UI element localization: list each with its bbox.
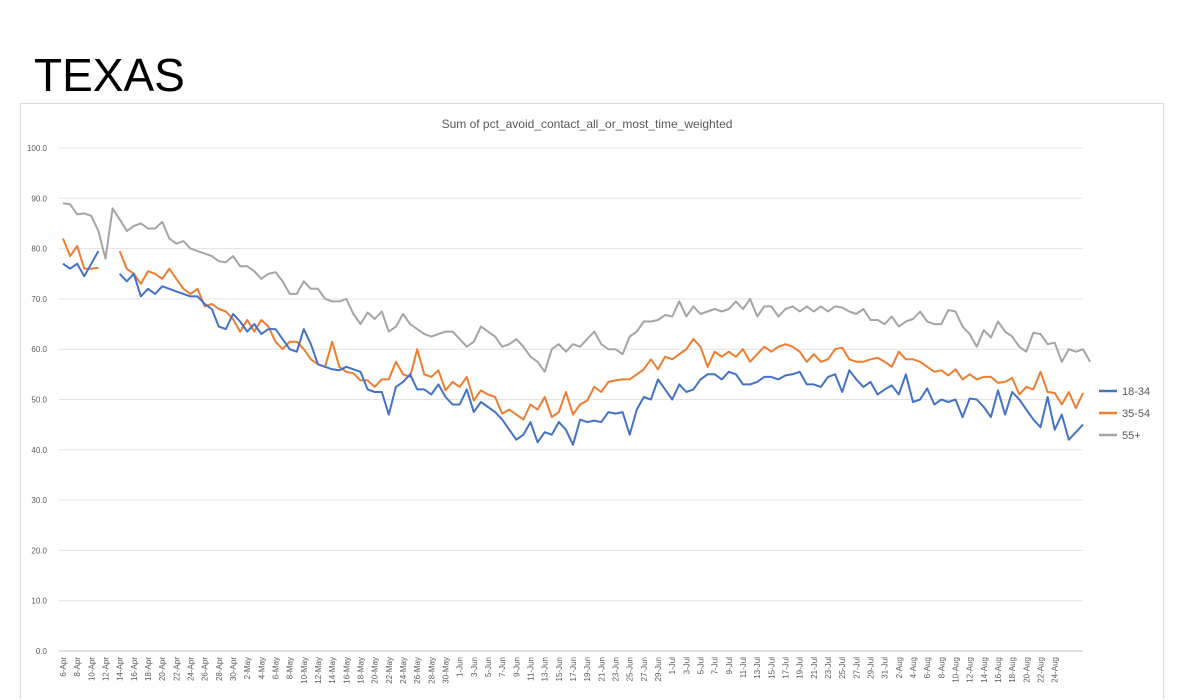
y-tick-label: 50.0: [31, 396, 47, 405]
x-tick-label: 28-May: [427, 657, 436, 684]
legend-label-55+: 55+: [1122, 430, 1141, 442]
x-tick-label: 2-Aug: [895, 657, 904, 678]
x-tick-label: 10-May: [300, 657, 309, 684]
x-tick-label: 24-Aug: [1051, 657, 1060, 683]
y-axis: 0.0 10.0 20.0 30.0 40.0 50.0 60.0 70.0 80.0 90.0 1…: [27, 144, 48, 656]
x-tick-label: 9-Jun: [512, 657, 521, 677]
x-tick-label: 31-Jul: [881, 657, 890, 679]
x-tick-label: 8-Aug: [937, 657, 946, 678]
x-tick-label: 22-May: [385, 657, 394, 684]
y-tick-label: 30.0: [31, 496, 47, 505]
x-tick-label: 15-Jun: [555, 657, 564, 681]
x-tick-label: 13-Jul: [753, 657, 762, 679]
x-tick-label: 12-Apr: [102, 657, 111, 681]
y-tick-label: 20.0: [31, 546, 47, 555]
x-tick-label: 18-Apr: [144, 657, 153, 681]
y-tick-label: 40.0: [31, 446, 47, 455]
x-tick-label: 16-Apr: [130, 657, 139, 681]
x-tick-label: 26-Apr: [201, 657, 210, 681]
x-tick-label: 12-May: [314, 657, 323, 684]
x-tick-label: 14-Aug: [980, 657, 989, 683]
x-tick-label: 9-Jul: [725, 657, 734, 675]
x-tick-label: 6-Aug: [923, 657, 932, 678]
y-tick-label: 70.0: [31, 295, 47, 304]
chart-frame: Sum of pct_avoid_contact_all_or_most_tim…: [20, 103, 1164, 699]
chart-title: Sum of pct_avoid_contact_all_or_most_tim…: [442, 117, 733, 131]
x-tick-label: 19-Jun: [583, 657, 592, 681]
x-tick-label: 6-Apr: [59, 657, 68, 677]
x-tick-label: 27-Jun: [640, 657, 649, 681]
x-tick-label: 25-Jun: [626, 657, 635, 681]
legend-label-18-34: 18-34: [1122, 386, 1150, 398]
x-tick-label: 3-Jul: [682, 657, 691, 675]
x-tick-label: 3-Jun: [470, 657, 479, 677]
x-tick-label: 30-Apr: [229, 657, 238, 681]
x-tick-label: 17-Jun: [569, 657, 578, 681]
x-tick-label: 16-Aug: [994, 657, 1003, 683]
x-tick-label: 4-Aug: [909, 657, 918, 678]
y-tick-label: 0.0: [36, 647, 48, 656]
x-tick-label: 8-Apr: [73, 657, 82, 677]
x-tick-label: 8-May: [286, 657, 295, 679]
x-tick-label: 19-Jul: [796, 657, 805, 679]
legend-label-35-54: 35-54: [1122, 408, 1150, 420]
x-tick-label: 29-Jul: [867, 657, 876, 679]
x-axis: 6-Apr 8-Apr 10-Apr 12-Apr 14-Apr 16-Apr 18-Apr…: [59, 657, 1060, 684]
x-tick-label: 7-Jul: [711, 657, 720, 675]
x-tick-label: 24-Apr: [187, 657, 196, 681]
x-tick-label: 17-Jul: [782, 657, 791, 679]
x-tick-label: 30-May: [442, 657, 451, 684]
x-tick-label: 1-Jul: [668, 657, 677, 675]
x-tick-label: 22-Apr: [172, 657, 181, 681]
series-line-18-34: [62, 250, 1084, 446]
x-tick-label: 20-Apr: [158, 657, 167, 681]
x-tick-label: 21-Jul: [810, 657, 819, 679]
x-tick-label: 21-Jun: [597, 657, 606, 681]
series-lines: [62, 202, 1091, 446]
x-tick-label: 7-Jun: [498, 657, 507, 677]
x-tick-label: 27-Jul: [852, 657, 861, 679]
x-tick-label: 5-Jun: [484, 657, 493, 677]
x-tick-label: 13-Jun: [541, 657, 550, 681]
x-tick-label: 10-Aug: [952, 657, 961, 683]
x-tick-label: 2-May: [243, 657, 252, 679]
x-tick-label: 18-Aug: [1008, 657, 1017, 683]
grid-lines: [59, 147, 1083, 652]
series-line-55+: [62, 202, 1091, 373]
x-tick-label: 28-Apr: [215, 657, 224, 681]
x-tick-label: 14-May: [328, 657, 337, 684]
x-tick-label: 22-Aug: [1037, 657, 1046, 683]
y-tick-label: 100.0: [27, 144, 48, 153]
y-tick-label: 10.0: [31, 597, 47, 606]
x-tick-label: 14-Apr: [116, 657, 125, 681]
x-tick-label: 20-May: [371, 657, 380, 684]
x-tick-label: 23-Jun: [612, 657, 621, 681]
x-tick-label: 24-May: [399, 657, 408, 684]
y-tick-label: 60.0: [31, 345, 47, 354]
slide-title: TEXAS: [34, 49, 185, 101]
legend: 18-34 35-54 55+: [1099, 386, 1150, 442]
x-tick-label: 1-Jun: [456, 657, 465, 677]
x-tick-label: 11-Jul: [739, 657, 748, 678]
x-tick-label: 25-Jul: [838, 657, 847, 679]
x-tick-label: 16-May: [342, 657, 351, 684]
x-tick-label: 26-May: [413, 657, 422, 684]
line-chart: Sum of pct_avoid_contact_all_or_most_tim…: [27, 117, 1150, 684]
x-tick-label: 6-May: [272, 657, 281, 679]
x-tick-label: 18-May: [357, 657, 366, 684]
x-tick-label: 10-Apr: [87, 657, 96, 681]
x-tick-label: 11-Jun: [527, 657, 536, 681]
x-tick-label: 29-Jun: [654, 657, 663, 681]
x-tick-label: 5-Jul: [697, 657, 706, 675]
y-tick-label: 80.0: [31, 245, 47, 254]
x-tick-label: 4-May: [257, 657, 266, 679]
y-tick-label: 90.0: [31, 194, 47, 203]
x-tick-label: 15-Jul: [767, 657, 776, 679]
series-line-35-54: [62, 238, 1084, 421]
x-tick-label: 20-Aug: [1022, 657, 1031, 683]
x-tick-label: 23-Jul: [824, 657, 833, 679]
x-tick-label: 12-Aug: [966, 657, 975, 683]
